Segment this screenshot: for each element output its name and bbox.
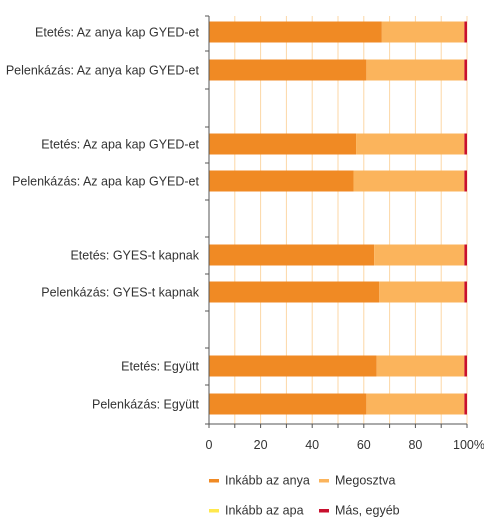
- bar-segment: [376, 355, 465, 377]
- bar-segment: [366, 393, 465, 415]
- bar-segment: [374, 244, 465, 266]
- bar-segment: [209, 393, 367, 415]
- x-tick-label: 60: [357, 438, 371, 452]
- x-tick-label: 40: [305, 438, 319, 452]
- bar-segment: [464, 133, 467, 155]
- bar-segment: [209, 355, 377, 377]
- category-label: Etetés: GYES-t kapnak: [70, 249, 199, 263]
- bar-segment: [209, 59, 367, 81]
- bar-segment: [464, 244, 467, 266]
- legend-swatch: [319, 479, 329, 483]
- legend: Inkább az anya Megosztva Inkább az apa Más,…: [209, 474, 400, 518]
- category-label: Etetés: Együtt: [121, 360, 199, 374]
- legend-swatch: [209, 479, 219, 483]
- bar-segment: [464, 393, 467, 415]
- bar-segment: [379, 281, 465, 303]
- bar-segment: [209, 133, 357, 155]
- legend-swatch: [319, 509, 329, 513]
- bar-segment: [209, 170, 354, 192]
- bar-segment: [464, 355, 467, 377]
- category-label: Etetés: Az anya kap GYED-et: [35, 26, 199, 40]
- legend-label: Inkább az anya: [225, 474, 310, 488]
- bar-segment: [209, 244, 375, 266]
- category-labels: Etetés: Az anya kap GYED-et Pelenkázás: A…: [6, 26, 200, 412]
- category-label: Pelenkázás: Együtt: [92, 398, 200, 412]
- bar-segment: [209, 281, 380, 303]
- bars: [209, 21, 467, 415]
- category-label: Pelenkázás: Az anya kap GYED-et: [6, 64, 200, 78]
- x-tick-label: 20: [254, 438, 268, 452]
- bar-segment: [464, 59, 467, 81]
- axes: [205, 15, 468, 428]
- bar-segment: [464, 170, 467, 192]
- bar-segment: [353, 170, 465, 192]
- bar-segment: [464, 281, 467, 303]
- bar-segment: [209, 21, 382, 43]
- category-label: Pelenkázás: GYES-t kapnak: [41, 286, 199, 300]
- x-tick-label: 0: [206, 438, 213, 452]
- bar-segment: [366, 59, 465, 81]
- x-tick-labels: 0 20 40 60 80 100%: [206, 438, 484, 452]
- x-tick-label: 100%: [453, 438, 484, 452]
- legend-label: Más, egyéb: [335, 504, 400, 518]
- bar-segment: [381, 21, 465, 43]
- bar-segment: [356, 133, 465, 155]
- legend-swatch: [209, 509, 219, 513]
- bar-segment: [464, 21, 467, 43]
- legend-label: Megosztva: [335, 474, 395, 488]
- category-label: Pelenkázás: Az apa kap GYED-et: [12, 175, 199, 189]
- category-label: Etetés: Az apa kap GYED-et: [41, 138, 199, 152]
- legend-label: Inkább az apa: [225, 504, 304, 518]
- x-tick-label: 80: [408, 438, 422, 452]
